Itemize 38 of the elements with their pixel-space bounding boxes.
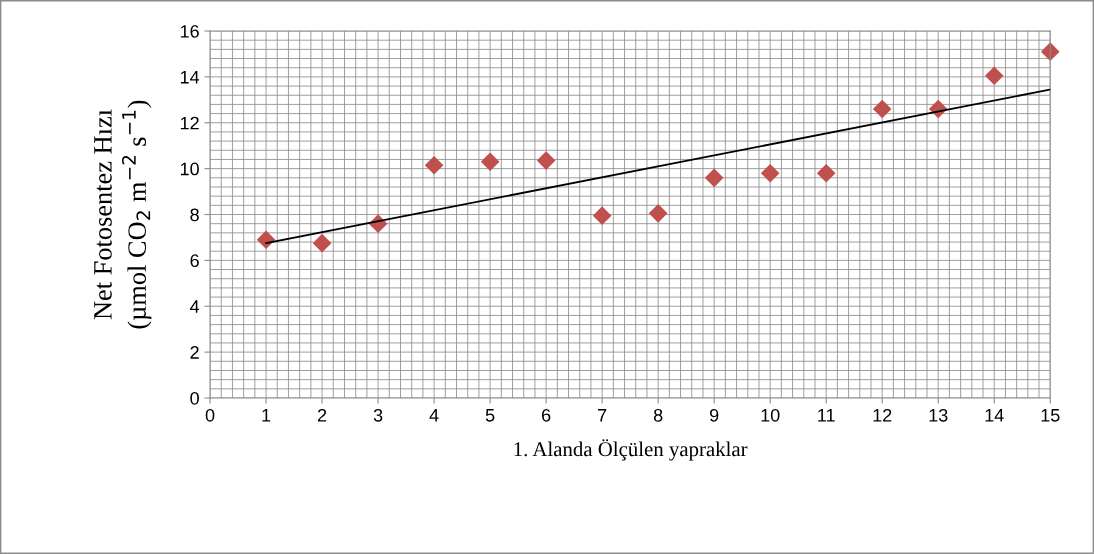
point: [480, 152, 500, 172]
x-tick-label: 2: [317, 408, 327, 422]
y-tick-label: 14: [180, 71, 200, 84]
y-tick-label: 10: [180, 162, 199, 176]
point: [536, 151, 556, 170]
x-tick-label: 11: [818, 409, 835, 422]
x-tick-label: 10: [761, 408, 780, 422]
x-tick-label: 12: [873, 408, 892, 422]
x-tick-label: 13: [929, 408, 948, 422]
x-tick-label: 9: [709, 408, 719, 422]
y-tick-label: 2: [190, 346, 199, 359]
y-tick-label: 8: [190, 208, 199, 222]
point: [424, 155, 444, 175]
point: [312, 233, 332, 253]
x-tick-label: 1: [262, 409, 271, 422]
y-tick-label: 0: [190, 391, 199, 405]
y-tick-label: 12: [180, 116, 199, 130]
point: [872, 99, 892, 119]
point: [984, 66, 1004, 86]
x-tick-label: 0: [205, 408, 215, 422]
x-tick-label: 7: [598, 409, 607, 422]
x-tick-label: 3: [373, 408, 383, 422]
x-tick-label: 14: [985, 409, 1004, 422]
point: [704, 168, 724, 188]
point: [816, 163, 836, 183]
x-tick-label: 8: [653, 408, 663, 422]
x-axis-title: 1. Alanda Ölçülen yapraklar: [514, 439, 748, 461]
y-tick-label: 4: [190, 300, 200, 313]
x-tick-label: 6: [542, 408, 551, 422]
point: [760, 163, 780, 183]
x-tick-label: 4: [429, 409, 439, 422]
point: [648, 204, 668, 223]
point: [592, 206, 612, 225]
y-axis-title: Net Fotosentez Hızı (µmol CO$_{2}$ m$^{−2}$ s$^{−1}$): [94, 100, 152, 329]
y-tick-label: 6: [190, 254, 199, 268]
x-tick-label: 15: [1041, 409, 1060, 422]
x-tick-label: 5: [485, 409, 495, 422]
y-tick-label: 16: [180, 24, 199, 38]
